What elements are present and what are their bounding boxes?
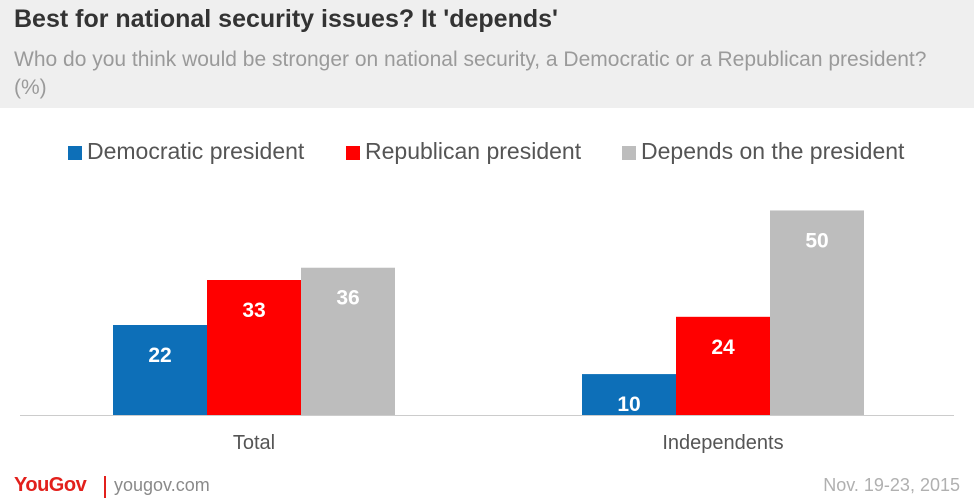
data-label: 24 xyxy=(711,336,735,359)
chart-header: Best for national security issues? It 'd… xyxy=(0,0,974,108)
footer-date: Nov. 19-23, 2015 xyxy=(823,475,960,495)
legend-label-depends: Depends on the president xyxy=(641,138,905,164)
bar-chart: 22 33 36 Total 10 24 50 Independents xyxy=(20,210,954,454)
data-label: 10 xyxy=(617,393,640,416)
bar-total-depends xyxy=(301,267,395,415)
bar-independents-depends xyxy=(770,210,864,415)
category-label: Total xyxy=(233,432,275,454)
legend-swatch-depends xyxy=(622,146,636,160)
footer-site: yougov.com xyxy=(114,475,210,495)
data-label: 36 xyxy=(336,287,359,310)
bar-total-democratic xyxy=(113,325,207,415)
chart-title: Best for national security issues? It 'd… xyxy=(14,5,558,33)
category-label: Independents xyxy=(662,432,783,454)
data-label: 22 xyxy=(148,344,171,367)
yougov-logo: YouGov xyxy=(14,474,87,496)
bar-total-republican xyxy=(207,280,301,415)
legend-label-republican: Republican president xyxy=(365,138,582,164)
bar-independents-republican xyxy=(676,316,770,415)
bar-independents-democratic xyxy=(582,374,676,415)
data-label: 50 xyxy=(805,229,828,252)
footer-divider xyxy=(104,476,106,498)
legend-label-democratic: Democratic president xyxy=(87,138,305,164)
legend-swatch-republican xyxy=(346,146,360,160)
chart-subtitle: Who do you think would be stronger on na… xyxy=(14,48,927,99)
legend-swatch-democratic xyxy=(68,146,82,160)
chart-legend: Democratic president Republican presiden… xyxy=(0,136,974,166)
data-label: 33 xyxy=(242,299,265,322)
